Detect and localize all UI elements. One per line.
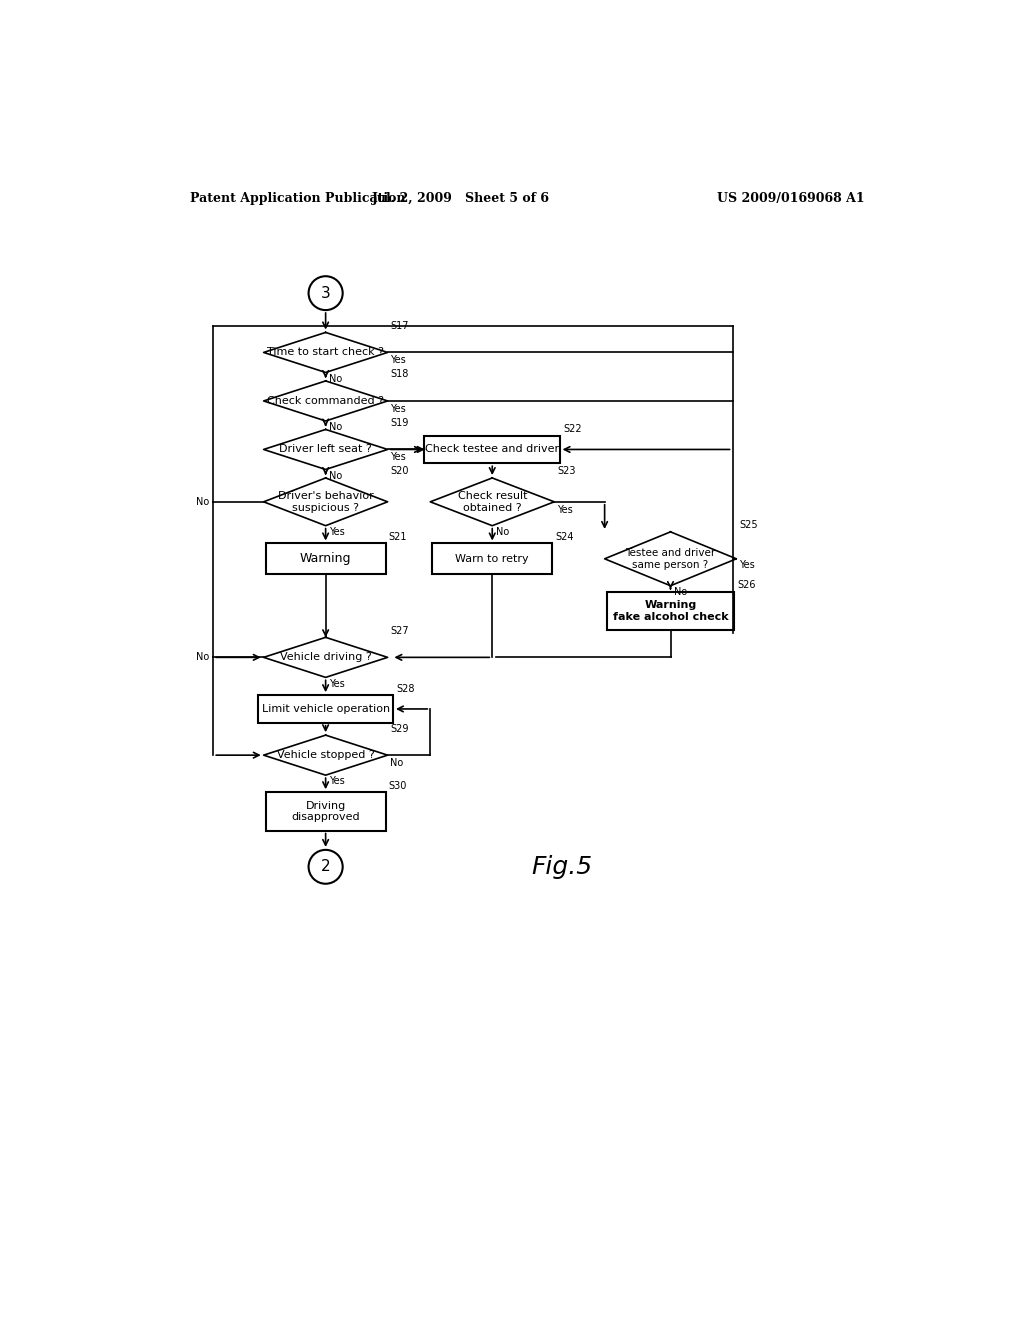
Text: Yes: Yes <box>330 776 345 787</box>
Text: S19: S19 <box>391 418 410 428</box>
FancyBboxPatch shape <box>258 696 393 723</box>
Text: No: No <box>197 496 209 507</box>
Text: S27: S27 <box>391 626 410 636</box>
Text: Check result
obtained ?: Check result obtained ? <box>458 491 527 512</box>
Text: Limit vehicle operation: Limit vehicle operation <box>261 704 390 714</box>
Text: No: No <box>330 471 343 480</box>
Text: Testee and driver
same person ?: Testee and driver same person ? <box>626 548 716 570</box>
FancyBboxPatch shape <box>265 544 386 574</box>
Text: Yes: Yes <box>738 560 755 570</box>
Text: Driver left seat ?: Driver left seat ? <box>280 445 372 454</box>
Text: No: No <box>675 587 688 597</box>
Text: Yes: Yes <box>330 678 345 689</box>
Text: S26: S26 <box>737 581 756 590</box>
Text: Check commanded ?: Check commanded ? <box>267 396 384 407</box>
Text: No: No <box>390 758 403 768</box>
Text: Patent Application Publication: Patent Application Publication <box>190 191 406 205</box>
Text: No: No <box>330 422 343 432</box>
Text: S22: S22 <box>563 424 582 434</box>
FancyBboxPatch shape <box>265 792 386 830</box>
Text: Yes: Yes <box>390 355 406 366</box>
Text: Warn to retry: Warn to retry <box>456 554 529 564</box>
FancyBboxPatch shape <box>424 436 560 463</box>
Text: No: No <box>330 374 343 384</box>
FancyBboxPatch shape <box>606 591 734 631</box>
Text: Vehicle stopped ?: Vehicle stopped ? <box>276 750 375 760</box>
FancyBboxPatch shape <box>432 544 552 574</box>
Text: No: No <box>197 652 209 663</box>
Text: 3: 3 <box>321 285 331 301</box>
Text: Time to start check ?: Time to start check ? <box>267 347 384 358</box>
Text: S21: S21 <box>389 532 408 543</box>
Text: Fig.5: Fig.5 <box>531 855 593 879</box>
Text: S30: S30 <box>389 780 408 791</box>
Text: Driving
disapproved: Driving disapproved <box>291 800 360 822</box>
Text: S24: S24 <box>555 532 573 543</box>
Text: Yes: Yes <box>390 453 406 462</box>
Text: Yes: Yes <box>330 527 345 537</box>
Text: Vehicle driving ?: Vehicle driving ? <box>280 652 372 663</box>
Text: S17: S17 <box>391 321 410 331</box>
Text: Yes: Yes <box>390 404 406 413</box>
Text: No: No <box>496 527 509 537</box>
Text: S20: S20 <box>391 466 410 477</box>
Text: 2: 2 <box>321 859 331 874</box>
Text: S29: S29 <box>391 723 410 734</box>
Text: S28: S28 <box>396 684 415 693</box>
Text: Driver's behavior
suspicious ?: Driver's behavior suspicious ? <box>278 491 374 512</box>
Text: Check testee and driver: Check testee and driver <box>425 445 559 454</box>
Text: Yes: Yes <box>557 504 572 515</box>
Text: Jul. 2, 2009   Sheet 5 of 6: Jul. 2, 2009 Sheet 5 of 6 <box>373 191 550 205</box>
Text: S25: S25 <box>739 520 758 531</box>
Text: Warning: Warning <box>300 552 351 565</box>
Text: Warning
fake alcohol check: Warning fake alcohol check <box>612 601 728 622</box>
Text: S23: S23 <box>557 466 575 477</box>
Text: S18: S18 <box>391 370 410 379</box>
Text: US 2009/0169068 A1: US 2009/0169068 A1 <box>717 191 864 205</box>
